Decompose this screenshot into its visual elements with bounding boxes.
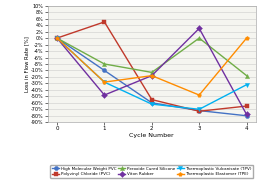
Viton Rubber bbox=[103, 94, 106, 96]
Polyvinyl Chloride (PVC) bbox=[245, 105, 248, 107]
Polyvinyl Chloride (PVC) bbox=[55, 37, 59, 39]
Peroxide Cured Silicone bbox=[198, 37, 201, 39]
Peroxide Cured Silicone bbox=[150, 71, 153, 74]
Polyvinyl Chloride (PVC) bbox=[103, 21, 106, 23]
Line: Viton Rubber: Viton Rubber bbox=[55, 26, 249, 117]
Thermoplastic Elastomer (TPE) bbox=[103, 81, 106, 83]
High Molecular Weight PVC bbox=[198, 109, 201, 112]
Thermoplastic Elastomer (TPE) bbox=[245, 37, 248, 39]
Thermoplastic Vulcanisate (TPV) bbox=[103, 81, 106, 83]
Line: Peroxide Cured Silicone: Peroxide Cured Silicone bbox=[55, 36, 249, 78]
Legend: High Molecular Weight PVC, Polyvinyl Chloride (PVC), Peroxide Cured Silicone, Vi: High Molecular Weight PVC, Polyvinyl Chl… bbox=[50, 165, 253, 178]
Viton Rubber bbox=[150, 74, 153, 77]
Line: Polyvinyl Chloride (PVC): Polyvinyl Chloride (PVC) bbox=[55, 20, 249, 113]
Y-axis label: Loss in Flow Rate [%]: Loss in Flow Rate [%] bbox=[24, 36, 29, 92]
High Molecular Weight PVC bbox=[245, 115, 248, 117]
Line: High Molecular Weight PVC: High Molecular Weight PVC bbox=[55, 36, 249, 118]
X-axis label: Cycle Number: Cycle Number bbox=[129, 133, 174, 138]
Polyvinyl Chloride (PVC) bbox=[198, 110, 201, 112]
Thermoplastic Vulcanisate (TPV) bbox=[198, 108, 201, 110]
Thermoplastic Vulcanisate (TPV) bbox=[245, 83, 248, 86]
Viton Rubber bbox=[245, 113, 248, 116]
Thermoplastic Elastomer (TPE) bbox=[55, 37, 59, 39]
High Molecular Weight PVC bbox=[103, 69, 106, 72]
Peroxide Cured Silicone bbox=[245, 74, 248, 77]
Line: Thermoplastic Vulcanisate (TPV): Thermoplastic Vulcanisate (TPV) bbox=[55, 36, 249, 111]
High Molecular Weight PVC bbox=[55, 37, 59, 39]
Viton Rubber bbox=[55, 37, 59, 39]
Thermoplastic Vulcanisate (TPV) bbox=[150, 103, 153, 105]
Thermoplastic Elastomer (TPE) bbox=[150, 74, 153, 77]
Peroxide Cured Silicone bbox=[55, 37, 59, 39]
High Molecular Weight PVC bbox=[150, 102, 153, 104]
Thermoplastic Vulcanisate (TPV) bbox=[55, 37, 59, 39]
Viton Rubber bbox=[198, 27, 201, 30]
Thermoplastic Elastomer (TPE) bbox=[198, 94, 201, 96]
Polyvinyl Chloride (PVC) bbox=[150, 98, 153, 101]
Line: Thermoplastic Elastomer (TPE): Thermoplastic Elastomer (TPE) bbox=[55, 36, 249, 97]
Peroxide Cured Silicone bbox=[103, 63, 106, 65]
